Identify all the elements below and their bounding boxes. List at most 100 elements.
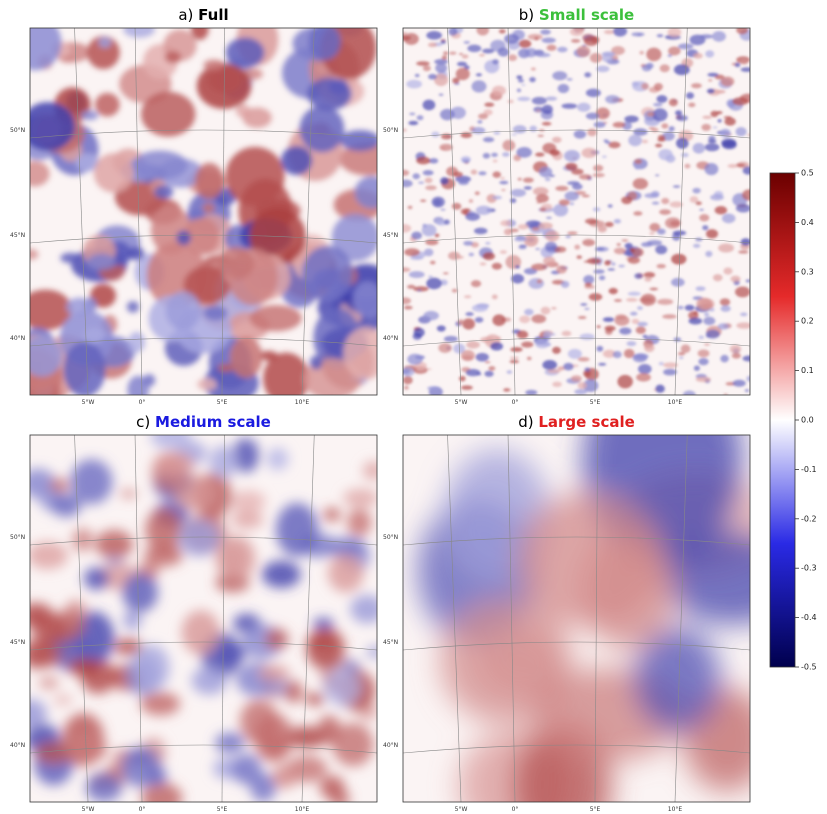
anomaly <box>626 298 638 302</box>
anomaly <box>689 318 703 325</box>
anomaly <box>493 171 502 177</box>
anomaly <box>543 331 552 338</box>
anomaly <box>483 137 494 142</box>
anomaly <box>437 325 446 331</box>
anomaly <box>736 204 751 213</box>
anomaly <box>671 278 685 287</box>
lon-label: 5°W <box>82 806 95 813</box>
anomaly <box>542 105 553 114</box>
anomaly <box>534 37 538 40</box>
anomaly <box>435 63 447 73</box>
anomaly <box>567 231 577 234</box>
anomaly <box>363 461 384 480</box>
anomaly <box>120 489 136 498</box>
anomaly <box>420 200 426 202</box>
anomaly <box>602 53 613 62</box>
anomaly <box>281 146 312 175</box>
anomaly <box>343 489 379 507</box>
anomaly <box>265 628 289 649</box>
anomaly <box>231 491 266 513</box>
anomaly <box>343 327 388 379</box>
anomaly <box>485 242 490 244</box>
anomaly <box>605 222 614 227</box>
anomaly <box>622 239 629 241</box>
lat-label: 50°N <box>10 127 25 134</box>
anomaly <box>524 186 532 189</box>
anomaly <box>704 343 710 345</box>
anomaly <box>542 38 556 44</box>
anomaly <box>608 268 615 270</box>
anomaly <box>218 644 246 663</box>
panel-label: b) <box>519 6 534 24</box>
anomaly <box>718 119 722 122</box>
anomaly <box>716 206 727 214</box>
anomaly <box>655 174 659 176</box>
anomaly <box>492 295 498 300</box>
anomaly <box>480 262 487 265</box>
anomaly <box>635 166 640 170</box>
anomaly <box>656 95 667 103</box>
anomaly <box>144 545 183 566</box>
anomaly <box>459 53 463 55</box>
lon-label: 0° <box>512 399 519 406</box>
anomaly <box>536 194 549 203</box>
anomaly <box>565 191 579 201</box>
anomaly <box>642 140 648 144</box>
anomaly <box>740 59 748 64</box>
anomaly <box>732 97 748 105</box>
lon-label: 5°W <box>82 399 95 406</box>
anomaly <box>463 241 473 246</box>
lon-label: 10°E <box>668 806 683 813</box>
anomaly <box>617 375 632 388</box>
anomaly <box>685 164 691 169</box>
anomaly <box>443 51 448 55</box>
anomaly <box>504 34 519 44</box>
anomaly <box>703 303 714 309</box>
anomaly <box>704 312 709 316</box>
anomaly <box>471 169 477 174</box>
anomaly <box>464 295 471 298</box>
anomaly <box>500 177 504 179</box>
anomaly <box>642 64 652 71</box>
anomaly <box>535 153 544 157</box>
anomaly <box>688 103 695 107</box>
anomaly <box>469 199 473 203</box>
anomaly <box>50 478 69 492</box>
anomaly <box>519 40 531 48</box>
anomaly <box>732 353 741 359</box>
anomaly <box>465 213 480 221</box>
anomaly <box>604 30 615 34</box>
anomaly <box>426 278 442 290</box>
anomaly <box>698 350 710 358</box>
anomaly <box>517 97 530 101</box>
anomaly <box>552 137 562 143</box>
anomaly <box>19 161 50 187</box>
anomaly <box>493 160 498 163</box>
anomaly <box>415 74 420 77</box>
anomaly <box>675 110 682 115</box>
anomaly <box>602 156 606 158</box>
colorbar-tick-label: -0.4 <box>801 613 817 622</box>
anomaly <box>596 66 609 73</box>
anomaly <box>340 130 380 151</box>
anomaly <box>133 644 170 691</box>
anomaly <box>538 135 544 137</box>
anomaly <box>324 508 341 522</box>
anomaly <box>707 89 715 94</box>
anomaly <box>507 100 513 103</box>
panel-title: a) Full <box>178 6 228 24</box>
anomaly <box>409 113 415 116</box>
anomaly <box>531 314 546 323</box>
anomaly <box>644 277 651 282</box>
anomaly <box>469 253 474 257</box>
anomaly <box>718 323 729 329</box>
anomaly <box>542 360 557 370</box>
anomaly <box>571 375 582 382</box>
anomaly <box>99 37 111 48</box>
anomaly <box>458 180 469 185</box>
anomaly <box>722 213 735 223</box>
anomaly <box>399 180 413 188</box>
panel-name: Large scale <box>538 413 634 431</box>
anomaly <box>516 75 522 79</box>
anomaly <box>440 209 445 211</box>
